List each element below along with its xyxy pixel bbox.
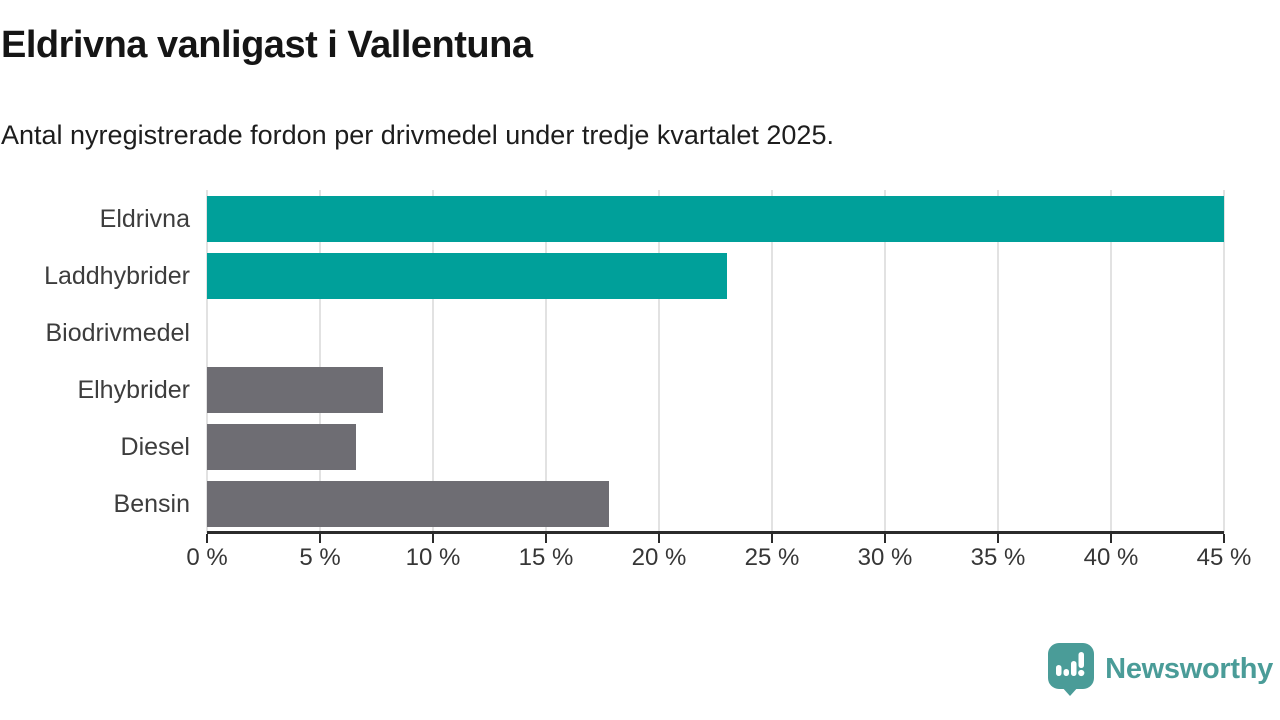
x-axis-tick-30 [884,534,886,543]
x-axis-tick-25 [771,534,773,543]
chart-subtitle: Antal nyregistrerade fordon per drivmede… [1,120,834,150]
gridline-30 [884,190,886,533]
x-axis-tick-label-20: 20 % [631,544,687,571]
chart-title: Eldrivna vanligast i Vallentuna [1,24,533,66]
x-axis-tick-label-10: 10 % [405,544,461,571]
x-axis-tick-label-0: 0 % [186,544,228,571]
x-axis-tick-10 [432,534,434,543]
newsworthy-logo-text: Newsworthy [1105,653,1273,685]
x-axis-tick-label-15: 15 % [518,544,574,571]
bar-bensin [207,481,610,528]
bar-elhybrider [207,367,384,414]
gridline-40 [1110,190,1112,533]
newsworthy-logo-icon [1048,643,1095,696]
x-axis-tick-5 [319,534,321,543]
gridline-25 [771,190,773,533]
x-axis-tick-label-40: 40 % [1083,544,1139,571]
plot-area: 0 % 5 % 10 % 15 % 20 % 25 % 30 % 35 % 40 % 45 % El… [44,190,1251,571]
gridline-0 [206,190,208,533]
gridline-45 [1223,190,1225,533]
x-axis-tick-20 [658,534,660,543]
gridline-35 [997,190,999,533]
x-axis-tick-label-30: 30 % [857,544,913,571]
category-label-elhybrider: Elhybrider [77,376,190,405]
x-axis-tick-0 [206,534,208,543]
category-label-diesel: Diesel [120,433,190,462]
x-axis-tick-label-25: 25 % [744,544,800,571]
gridline-20 [658,190,660,533]
x-axis-tick-35 [997,534,999,543]
category-label-biodrivmedel: Biodrivmedel [45,318,190,347]
newsworthy-logo: Newsworthy [1048,643,1273,696]
bar-diesel [207,424,357,471]
x-axis-line [207,531,1224,534]
bar-eldrivna [207,195,1224,242]
x-axis-tick-label-35: 35 % [970,544,1026,571]
category-label-laddhybrider: Laddhybrider [44,261,190,290]
gridline-10 [432,190,434,533]
category-label-eldrivna: Eldrivna [99,204,190,233]
x-axis-tick-label-45: 45 % [1196,544,1252,571]
x-axis-tick-40 [1110,534,1112,543]
x-axis-tick-15 [545,534,547,543]
bar-laddhybrider [207,252,727,299]
x-axis-tick-label-5: 5 % [299,544,341,571]
gridline-5 [319,190,321,533]
gridline-15 [545,190,547,533]
category-label-bensin: Bensin [113,490,190,519]
x-axis-tick-45 [1223,534,1225,543]
